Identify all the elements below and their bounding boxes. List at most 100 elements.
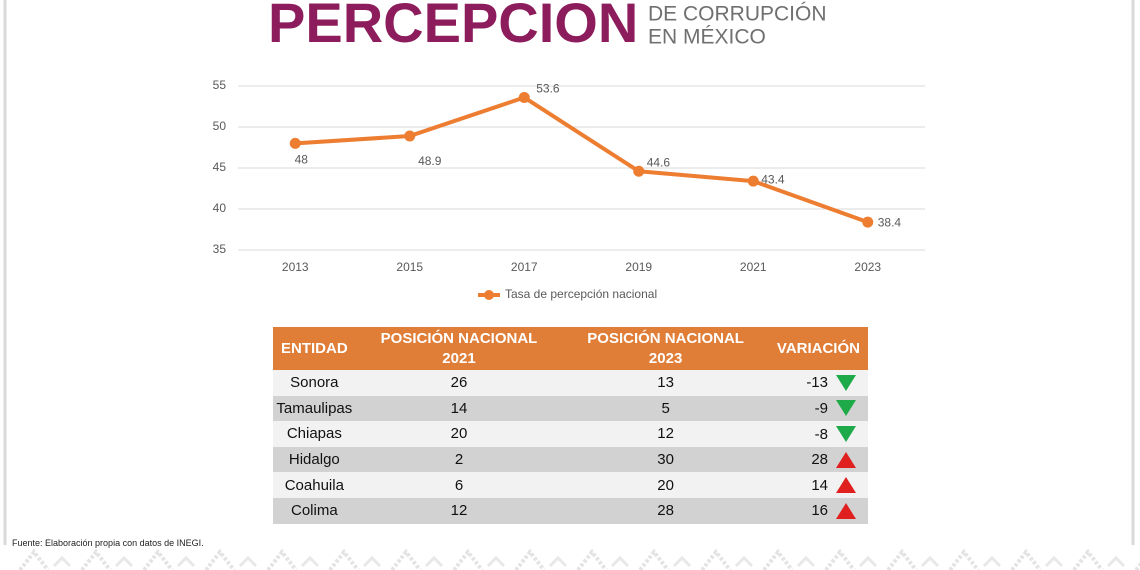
table-row: Sonora 26 13 -13 <box>273 370 868 396</box>
table-cell: 14 <box>768 472 868 498</box>
column-header: POSICIÓN NACIONAL 2021 <box>355 327 563 370</box>
header-row: ENTIDAD POSICIÓN NACIONAL 2021 POSICIÓN NA… <box>273 327 868 370</box>
pattern <box>672 555 692 568</box>
table-cell: 12 <box>355 497 563 524</box>
data-label: 43.4 <box>761 172 785 186</box>
pattern <box>52 555 72 568</box>
table-cell: -9 <box>768 395 868 422</box>
pattern <box>1106 555 1126 568</box>
y-tick-label: 50 <box>213 119 227 133</box>
table-cell: Colima <box>273 497 356 524</box>
pattern <box>362 555 382 568</box>
table-cell: 5 <box>562 395 769 422</box>
table-cell: 6 <box>355 472 563 498</box>
data-label: 48 <box>295 153 309 167</box>
data-label: 44.6 <box>647 155 671 169</box>
column-header: ENTIDAD <box>273 327 356 370</box>
pattern <box>734 555 754 568</box>
series-line <box>295 95 869 225</box>
x-tick-label: 2021 <box>740 260 767 274</box>
table-row: Tamaulipas 14 5 -9 <box>273 395 868 422</box>
table-cell: 26 <box>355 370 563 396</box>
table-row: Coahuila 6 20 14 <box>273 472 868 498</box>
pattern <box>762 548 794 570</box>
trend-arrow <box>836 451 856 468</box>
x-tick-label: 2023 <box>854 260 881 274</box>
pattern <box>1134 561 1140 570</box>
pattern <box>238 555 258 568</box>
table-cell: Tamaulipas <box>273 395 356 422</box>
table-cell: 13 <box>562 370 769 396</box>
cell-text: -9 <box>814 399 828 417</box>
pattern <box>486 555 506 568</box>
cell-text: 28 <box>811 451 828 469</box>
cell-text: -13 <box>806 374 828 392</box>
column-header: POSICIÓN NACIONAL 2023 <box>562 327 769 370</box>
column-header: VARIACIÓN <box>768 327 868 370</box>
table-cell: Hidalgo <box>273 446 356 473</box>
pattern <box>1072 548 1104 570</box>
point <box>862 216 874 228</box>
table-row: Colima 12 28 16 <box>273 497 868 524</box>
table-cell: Coahuila <box>273 472 356 498</box>
pattern <box>638 548 670 570</box>
cell-text: -8 <box>814 425 828 443</box>
table-cell: -13 <box>768 370 868 396</box>
pattern <box>824 548 856 570</box>
pattern <box>176 555 196 568</box>
pattern <box>1010 548 1042 570</box>
point <box>518 91 530 103</box>
pattern <box>576 548 608 570</box>
point <box>404 130 416 142</box>
arrow-shape <box>836 426 856 442</box>
data-label: 48.9 <box>418 154 442 168</box>
table-cell: 30 <box>562 446 769 473</box>
x-tick-label: 2019 <box>625 260 652 274</box>
pattern <box>948 548 980 570</box>
table-cell: -8 <box>768 421 868 447</box>
arrow-shape <box>836 400 856 417</box>
y-tick-label: 45 <box>213 160 227 174</box>
subtitle: EN MÉXICO <box>648 26 766 49</box>
ranking-table: ENTIDAD POSICIÓN NACIONAL 2021 POSICIÓN NA… <box>273 327 868 524</box>
pattern <box>142 548 174 570</box>
pattern <box>204 548 236 570</box>
table-cell: 16 <box>768 497 868 524</box>
x-tick-label: 2017 <box>511 260 538 274</box>
point <box>747 175 759 187</box>
table-cell: Chiapas <box>273 421 356 447</box>
pattern <box>424 555 444 568</box>
trend-arrow <box>836 477 856 494</box>
table-cell: 2 <box>355 446 563 473</box>
cell-text: 14 <box>811 476 828 494</box>
data-label: 38.4 <box>878 215 902 229</box>
trend-arrow <box>836 400 856 417</box>
pattern <box>858 555 878 568</box>
pattern <box>886 548 918 570</box>
cell-text: 16 <box>811 502 828 520</box>
pattern <box>548 555 568 568</box>
pattern <box>452 548 484 570</box>
data-label: 53.6 <box>536 82 560 96</box>
pattern <box>920 555 940 568</box>
pattern <box>80 548 112 570</box>
pattern <box>114 555 134 568</box>
table-cell: 14 <box>355 395 563 422</box>
pattern <box>514 548 546 570</box>
pattern <box>982 555 1002 568</box>
arrow-shape <box>836 451 856 468</box>
table-cell: 20 <box>355 421 563 447</box>
pattern <box>390 548 422 570</box>
table-row: Chiapas 20 12 -8 <box>273 421 868 447</box>
trend-arrow <box>836 502 856 519</box>
table-cell: 20 <box>562 472 769 498</box>
pattern <box>610 555 630 568</box>
table-row: Hidalgo 2 30 28 <box>273 446 868 473</box>
pattern <box>796 555 816 568</box>
legend-label: Tasa de percepción nacional <box>505 287 657 301</box>
arrow-shape <box>836 477 856 494</box>
table-cell: 28 <box>768 446 868 473</box>
decoration <box>18 548 1140 570</box>
